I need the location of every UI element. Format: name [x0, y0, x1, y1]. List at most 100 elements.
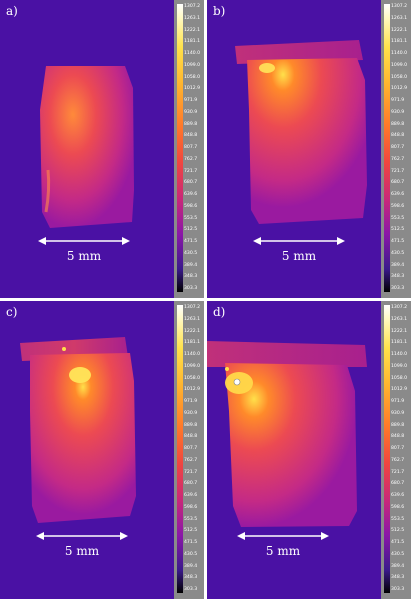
color-scale-ticks-b: 1307.2 1263.1 1222.1 1181.1 1140.0 1099.0 1058… [391, 4, 411, 292]
color-scale-bar-a: 1307.2 1263.1 1222.1 1181.1 1140.0 1099.0 1058… [174, 0, 204, 298]
color-scale-tick: 1140.0 [184, 51, 201, 56]
color-scale-tick: 430.5 [391, 250, 405, 256]
color-scale-tick: 348.3 [184, 274, 198, 280]
color-scale-tick: 471.5 [184, 239, 198, 244]
color-scale-tick: 971.9 [184, 399, 198, 404]
color-scale-tick: 639.6 [391, 493, 405, 498]
color-gradient-c [177, 305, 183, 593]
color-scale-tick: 1058.0 [184, 74, 201, 80]
color-scale-tick: 598.6 [391, 203, 405, 209]
color-scale-tick: 430.5 [184, 250, 198, 256]
color-scale-tick: 1307.2 [184, 305, 201, 310]
color-scale-tick: 971.9 [391, 399, 405, 404]
heated-sample-a [40, 66, 134, 228]
color-gradient-d [384, 305, 390, 593]
color-scale-tick: 1222.1 [184, 27, 201, 33]
color-scale-tick: 1099.0 [391, 62, 408, 68]
color-scale-tick: 807.7 [184, 145, 198, 150]
color-scale-tick: 389.4 [184, 563, 198, 569]
color-scale-tick: 680.7 [184, 481, 198, 487]
color-scale-tick: 1263.1 [391, 15, 408, 21]
thermal-panel-c: c) 1307.2 1263.1 1222.1 1181.1 1140.0 1099.0 1… [0, 301, 204, 599]
scale-arrow-d [237, 532, 329, 540]
color-scale-tick: 512.5 [184, 528, 198, 534]
color-gradient-b [384, 4, 390, 292]
color-scale-tick: 1181.1 [184, 39, 201, 45]
color-scale-bar-d: 1307.2 1263.1 1222.1 1181.1 1140.0 1099.0 1058… [381, 301, 411, 599]
color-scale-tick: 680.7 [391, 180, 405, 186]
color-scale-tick: 721.7 [391, 469, 405, 475]
heated-sample-c [20, 337, 136, 523]
color-scale-tick: 1222.1 [391, 328, 408, 334]
color-scale-tick: 889.8 [184, 422, 198, 428]
color-scale-tick: 1222.1 [391, 27, 408, 33]
color-scale-tick: 430.5 [391, 551, 405, 557]
color-scale-tick: 930.9 [184, 410, 198, 416]
color-scale-tick: 303.3 [184, 587, 198, 592]
color-scale-tick: 348.3 [391, 274, 405, 280]
color-scale-tick: 762.7 [184, 457, 198, 463]
color-scale-tick: 930.9 [391, 410, 405, 416]
thermal-panel-a: a) 1307.2 1263.1 1222.1 1181.1 1140.0 1099.0 1… [0, 0, 204, 298]
color-scale-tick: 930.9 [184, 109, 198, 115]
color-scale-tick: 303.3 [184, 286, 198, 291]
scale-label-a: 5 mm [66, 249, 102, 263]
scale-label-c: 5 mm [64, 544, 100, 558]
color-scale-tick: 762.7 [184, 156, 198, 162]
color-scale-tick: 512.5 [184, 227, 198, 233]
color-scale-tick: 848.8 [184, 434, 198, 440]
color-scale-tick: 1181.1 [391, 340, 408, 346]
color-scale-tick: 1140.0 [391, 51, 408, 56]
color-scale-tick: 680.7 [391, 481, 405, 487]
scale-label-d: 5 mm [265, 544, 301, 558]
color-scale-ticks-d: 1307.2 1263.1 1222.1 1181.1 1140.0 1099.0 1058… [391, 305, 411, 593]
color-scale-tick: 471.5 [391, 239, 405, 244]
color-scale-tick: 471.5 [391, 540, 405, 545]
color-scale-tick: 1099.0 [391, 363, 408, 369]
panel-label-b: b) [213, 4, 226, 18]
color-scale-tick: 389.4 [391, 262, 405, 268]
scale-arrow-a [38, 237, 130, 245]
heated-sample-b [235, 40, 367, 224]
color-scale-tick: 721.7 [184, 469, 198, 475]
color-scale-tick: 389.4 [184, 262, 198, 268]
color-scale-tick: 512.5 [391, 227, 405, 233]
color-scale-tick: 971.9 [184, 98, 198, 103]
color-scale-bar-c: 1307.2 1263.1 1222.1 1181.1 1140.0 1099.0 1058… [174, 301, 204, 599]
color-scale-tick: 553.5 [391, 215, 405, 221]
color-scale-tick: 430.5 [184, 551, 198, 557]
color-scale-tick: 303.3 [391, 286, 405, 291]
panel-label-a: a) [6, 4, 18, 18]
color-scale-tick: 807.7 [184, 446, 198, 451]
color-scale-tick: 389.4 [391, 563, 405, 569]
color-scale-tick: 553.5 [184, 215, 198, 221]
color-scale-tick: 598.6 [184, 203, 198, 209]
thermal-panel-d: d) 1307.2 1263.1 1222.1 1181.1 1140.0 1099.0 1… [207, 301, 411, 599]
color-scale-tick: 639.6 [391, 192, 405, 197]
color-scale-tick: 1012.9 [391, 387, 408, 393]
color-scale-tick: 553.5 [184, 516, 198, 522]
color-scale-tick: 807.7 [391, 446, 405, 451]
color-scale-tick: 471.5 [184, 540, 198, 545]
color-scale-tick: 553.5 [391, 516, 405, 522]
scale-bar-b: 5 mm [253, 234, 345, 264]
thermal-panel-b: b) 1307.2 1263.1 1222.1 1181.1 1140.0 1099.0 1… [207, 0, 411, 298]
color-scale-tick: 1058.0 [184, 375, 201, 381]
color-scale-tick: 889.8 [184, 121, 198, 127]
color-scale-tick: 1099.0 [184, 62, 201, 68]
color-scale-tick: 971.9 [391, 98, 405, 103]
color-scale-tick: 1099.0 [184, 363, 201, 369]
color-scale-tick: 639.6 [184, 493, 198, 498]
color-scale-tick: 1222.1 [184, 328, 201, 334]
color-scale-tick: 1012.9 [184, 86, 201, 92]
scale-label-b: 5 mm [281, 249, 317, 263]
color-scale-tick: 639.6 [184, 192, 198, 197]
color-scale-tick: 1181.1 [184, 340, 201, 346]
color-scale-tick: 303.3 [391, 587, 405, 592]
scale-arrow-c [36, 532, 128, 540]
color-scale-ticks-c: 1307.2 1263.1 1222.1 1181.1 1140.0 1099.0 1058… [184, 305, 204, 593]
scale-bar-a: 5 mm [38, 234, 130, 264]
color-scale-tick: 1307.2 [391, 305, 408, 310]
panel-label-c: c) [6, 305, 18, 319]
color-scale-tick: 1012.9 [391, 86, 408, 92]
